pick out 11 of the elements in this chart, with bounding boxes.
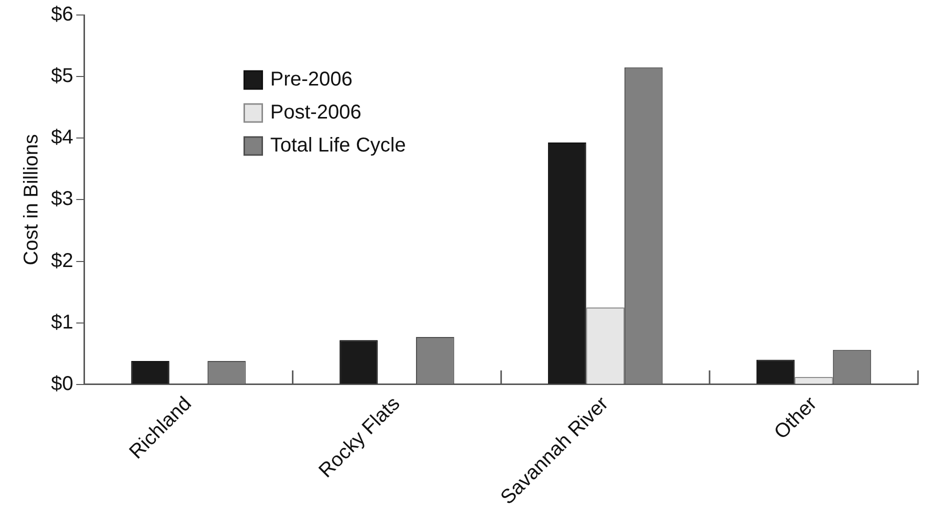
legend-label: Pre-2006	[270, 68, 353, 91]
y-tick-label: $6	[50, 4, 74, 26]
legend-label: Total Life Cycle	[270, 134, 406, 157]
y-tick-label: $5	[50, 65, 74, 88]
y-axis-title: Cost in Billions	[20, 134, 43, 266]
y-tick-label: $3	[50, 188, 74, 210]
y-tick-label: $0	[50, 372, 74, 395]
y-tick-label: $2	[50, 250, 74, 272]
legend-label: Post-2006	[270, 102, 362, 124]
y-tick-label: $1	[50, 311, 74, 334]
y-tick-label: $4	[50, 126, 74, 149]
